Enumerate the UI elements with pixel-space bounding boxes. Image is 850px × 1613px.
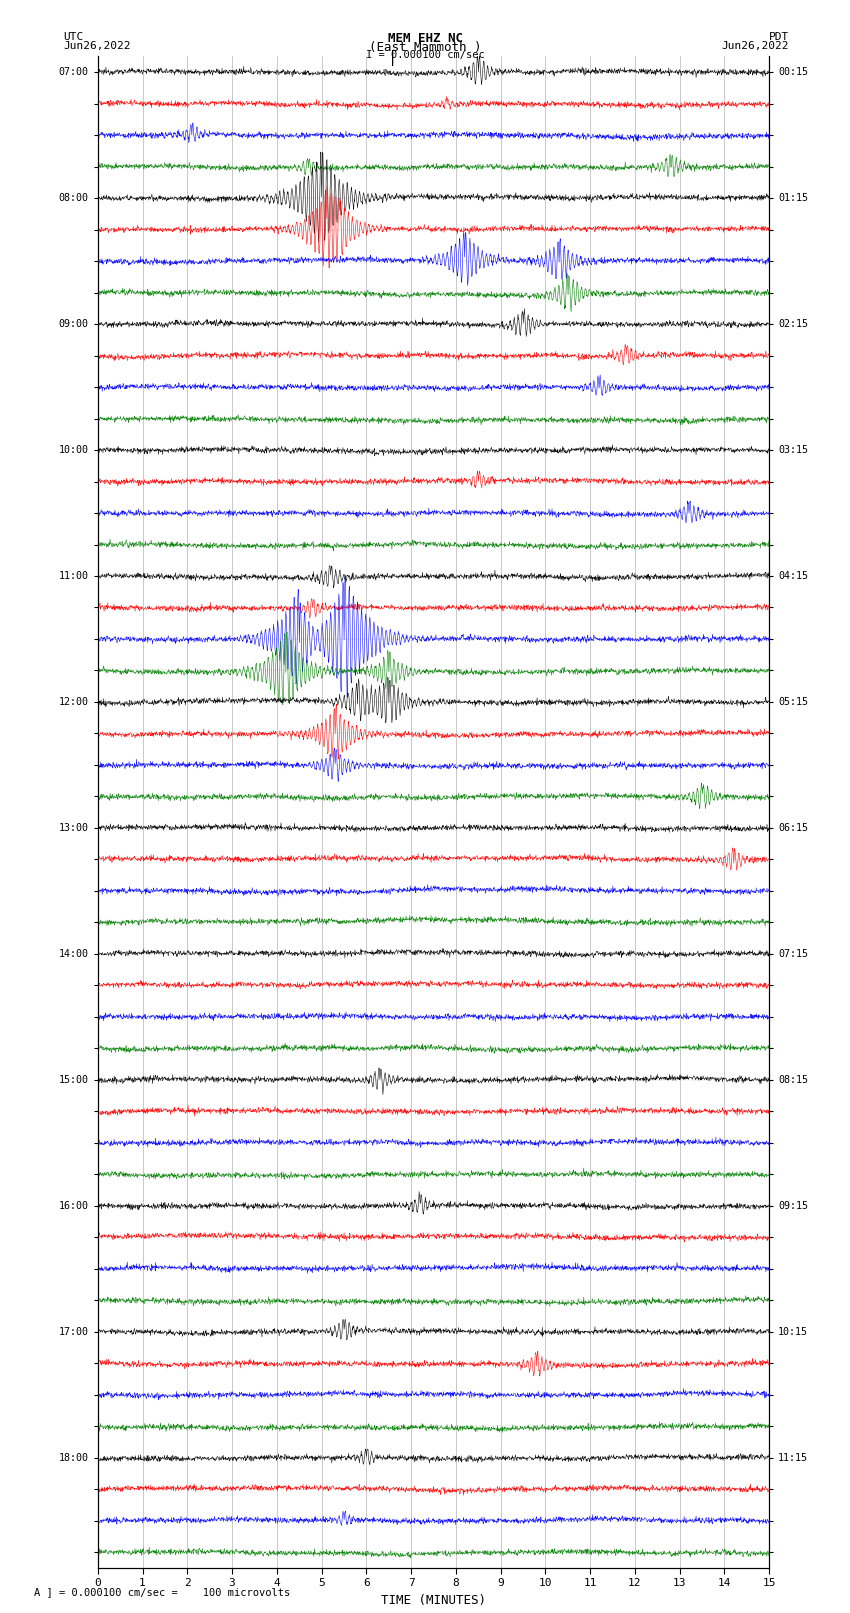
Text: |: | [388, 50, 397, 66]
Text: PDT: PDT [768, 32, 789, 42]
Text: MEM EHZ NC: MEM EHZ NC [388, 32, 462, 45]
Text: I = 0.000100 cm/sec: I = 0.000100 cm/sec [366, 50, 484, 60]
Text: UTC: UTC [64, 32, 84, 42]
Text: Jun26,2022: Jun26,2022 [64, 40, 131, 52]
Text: A ] = 0.000100 cm/sec =    100 microvolts: A ] = 0.000100 cm/sec = 100 microvolts [34, 1587, 290, 1597]
Text: (East Mammoth ): (East Mammoth ) [369, 40, 481, 55]
Text: Jun26,2022: Jun26,2022 [722, 40, 789, 52]
X-axis label: TIME (MINUTES): TIME (MINUTES) [381, 1594, 486, 1607]
